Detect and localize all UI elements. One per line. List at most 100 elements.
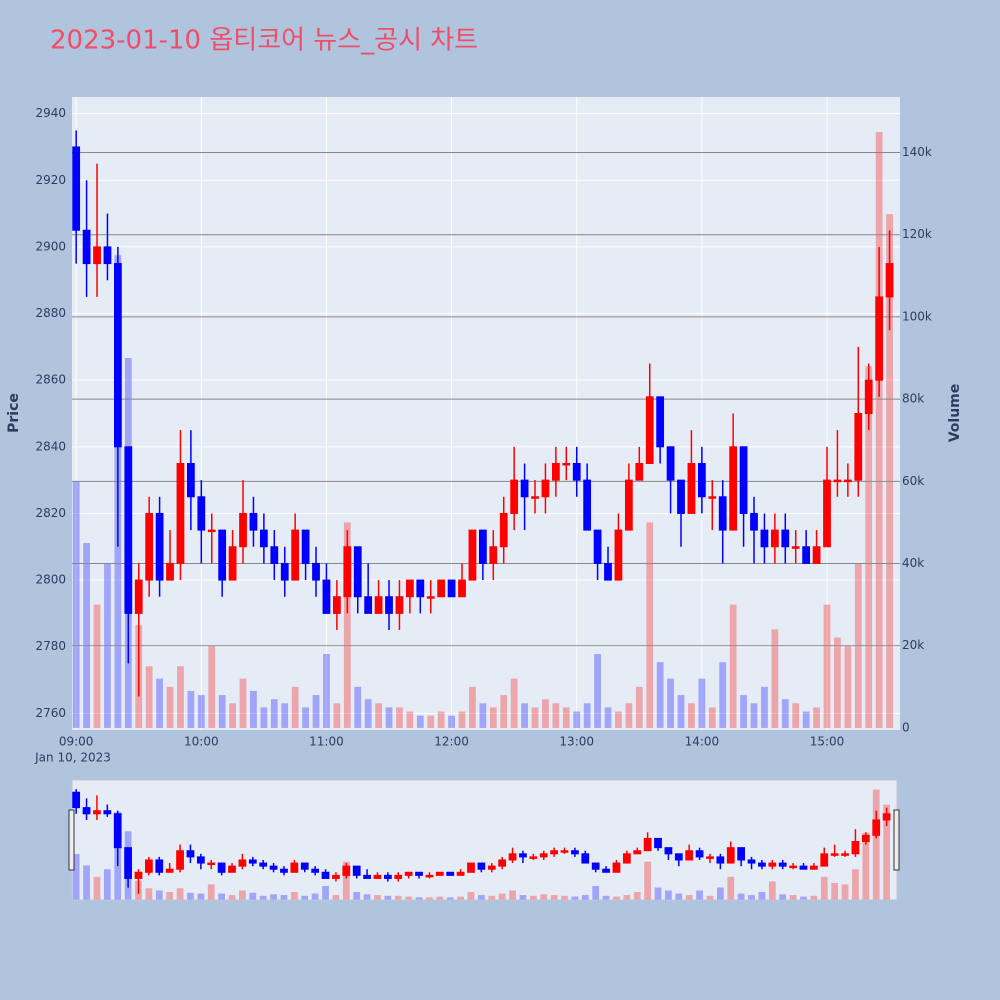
candle-body — [426, 596, 435, 599]
slider-candle-body — [519, 853, 527, 858]
slider-volume-bar — [426, 897, 433, 900]
slider-volume-bar — [852, 869, 859, 900]
slider-volume-bar — [446, 897, 454, 900]
volume-bar — [875, 131, 883, 728]
slider-volume-bar — [374, 895, 381, 900]
candle-body — [781, 529, 790, 548]
slider-volume-bar — [685, 895, 693, 900]
slider-volume-bar — [332, 895, 340, 900]
slider-volume-bar — [644, 861, 652, 900]
slider-candle-body — [415, 871, 423, 876]
candle-body — [447, 579, 456, 598]
slider-volume-bar — [748, 895, 755, 900]
slider-candle-body — [467, 862, 475, 873]
volume-bar — [813, 707, 820, 728]
slider-candle-body — [383, 874, 392, 879]
slider-candle-body — [571, 850, 579, 855]
volume-bar — [396, 707, 403, 728]
volume-bar — [72, 481, 80, 728]
slider-volume-bar — [540, 894, 548, 900]
candle-body — [458, 579, 466, 598]
volume-bar — [291, 686, 299, 728]
slider-candle-body — [560, 850, 569, 853]
slider-volume-bar — [841, 884, 849, 900]
volume-bar — [802, 711, 810, 728]
candle-body — [416, 579, 425, 598]
slider-volume-bar — [405, 896, 413, 900]
volume-bar — [364, 699, 372, 728]
slider-volume-bar — [696, 890, 703, 900]
y-tick-label: 2800 — [35, 573, 66, 587]
slider-candle-body — [435, 871, 444, 876]
candle-body — [864, 379, 873, 414]
slider-volume-bar — [789, 895, 797, 900]
slider-candle-body — [280, 868, 288, 873]
volume-bar — [677, 695, 685, 728]
candle-body — [583, 479, 592, 531]
x-date-label: Jan 10, 2023 — [34, 751, 111, 765]
slider-volume-bar — [665, 890, 672, 900]
slider-candle-body — [311, 868, 320, 873]
slider-candle-body — [207, 862, 216, 866]
slider-volume-bar — [529, 895, 537, 900]
volume-bar — [156, 678, 163, 728]
slider-volume-bar — [280, 895, 288, 900]
candle-body — [93, 246, 101, 265]
candle-body — [802, 546, 811, 564]
candle-body — [760, 529, 769, 548]
slider-candle-body — [321, 871, 330, 879]
slider-candle-body — [196, 856, 205, 864]
candle-body — [270, 546, 279, 564]
volume-bar — [177, 666, 184, 728]
candle-body — [510, 479, 519, 514]
slider-volume-bar — [810, 895, 818, 900]
volume-bar — [542, 699, 549, 728]
slider-volume-bar — [623, 895, 631, 900]
volume-bar — [416, 715, 424, 728]
slider-candle-body — [352, 865, 361, 876]
slider-volume-bar — [93, 876, 101, 900]
candle-body — [718, 496, 727, 531]
volume-bar — [187, 690, 195, 728]
candle-body — [82, 229, 91, 265]
slider-volume-bar — [145, 888, 153, 900]
slider-candle-body — [602, 868, 610, 873]
candle-body — [374, 596, 383, 614]
volume-bar — [625, 703, 633, 728]
slider-volume-bar — [322, 885, 329, 900]
candle-body — [562, 462, 571, 466]
slider-volume-bar — [72, 854, 80, 900]
candle-body — [750, 512, 758, 531]
volume-bar — [437, 711, 445, 728]
slider-volume-bar — [436, 896, 444, 900]
slider-candle-body — [176, 850, 184, 870]
slider-candle-body — [269, 865, 278, 870]
volume-bar — [844, 645, 852, 728]
slider-candle-body — [622, 853, 631, 864]
slider-candle-body — [165, 868, 174, 873]
y2-tick-label: 60k — [902, 474, 924, 488]
slider-volume-bar — [353, 892, 361, 900]
candle-body — [489, 546, 498, 564]
volume-bar — [719, 662, 727, 728]
slider-candle-body — [830, 853, 839, 856]
slider-volume-bar — [176, 888, 184, 900]
volume-bar — [531, 707, 539, 728]
y2-tick-label: 140k — [902, 145, 932, 159]
range-slider[interactable] — [71, 779, 898, 901]
candle-body — [551, 462, 560, 481]
candle-body — [854, 413, 863, 481]
slider-candle-body — [612, 862, 621, 873]
slider-candle-body — [124, 847, 132, 879]
candle-body — [541, 479, 550, 498]
slider-candle-body — [633, 850, 642, 855]
volume-bar — [145, 666, 153, 728]
x-tick-label: 09:00 — [59, 735, 94, 749]
slider-candle-body — [685, 850, 694, 861]
volume-bar — [93, 604, 101, 728]
slider-volume-bar — [498, 893, 506, 900]
slider-candle-body — [643, 837, 652, 852]
candle-body — [145, 512, 154, 581]
candle-body — [103, 246, 112, 265]
slider-candle-body — [248, 859, 257, 864]
